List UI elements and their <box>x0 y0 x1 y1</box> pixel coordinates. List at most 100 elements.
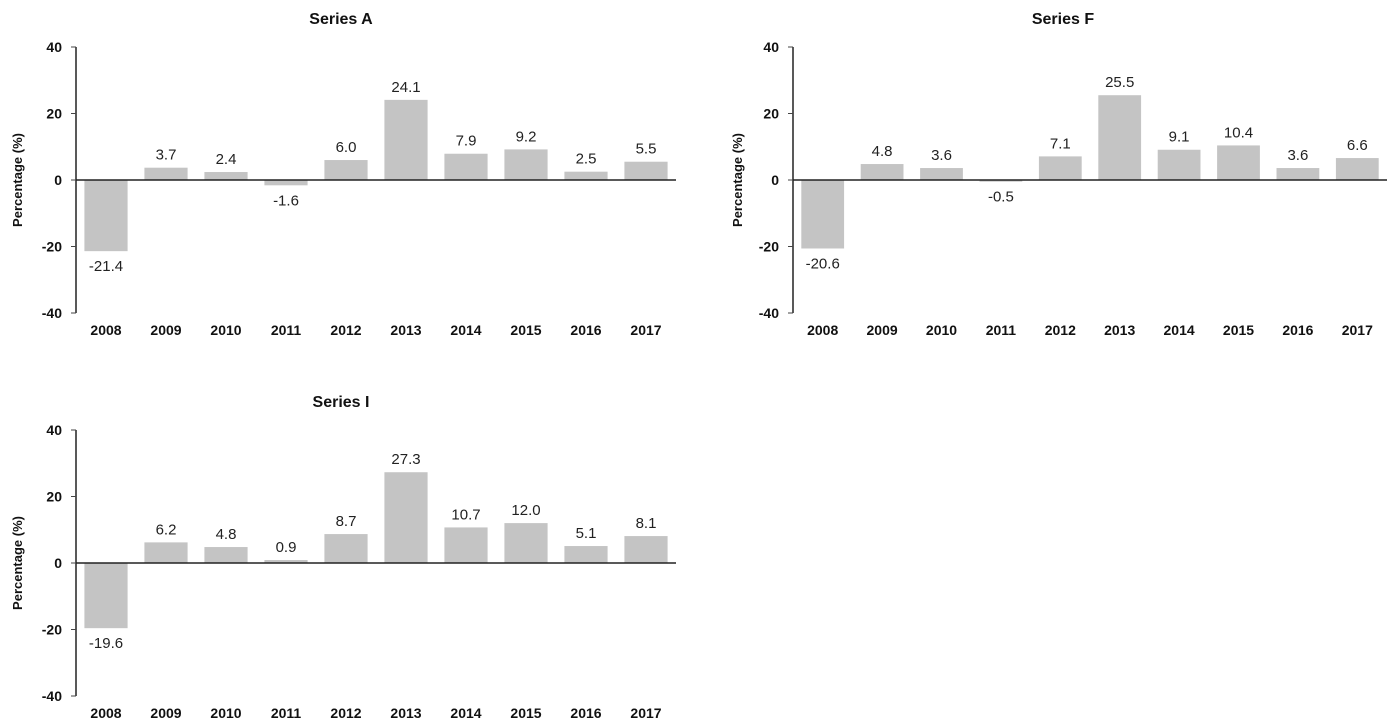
y-tick-label: -40 <box>42 305 62 321</box>
data-label: 3.6 <box>931 147 952 164</box>
bar-2012 <box>1038 156 1082 180</box>
x-tick-label: 2008 <box>807 322 838 338</box>
data-label: 6.0 <box>336 139 357 156</box>
chart-title: Series I <box>313 394 370 411</box>
x-tick-label: 2016 <box>570 705 601 721</box>
x-tick-label: 2013 <box>390 705 421 721</box>
data-label: 9.1 <box>1169 129 1190 146</box>
y-axis-label: Percentage (%) <box>10 516 25 610</box>
bar-2015 <box>504 523 548 563</box>
x-tick-label: 2016 <box>570 322 601 338</box>
data-label: -1.6 <box>273 192 299 209</box>
data-label: 4.8 <box>216 526 237 543</box>
x-tick-label: 2013 <box>390 322 421 338</box>
bar-2016 <box>564 171 608 180</box>
bar-2011 <box>264 560 308 563</box>
bar-2010 <box>204 547 248 563</box>
y-tick-label: -20 <box>42 239 62 255</box>
x-tick-label: 2011 <box>986 322 1017 338</box>
bar-2013 <box>1098 95 1142 180</box>
chart-title: Series A <box>309 11 373 28</box>
bar-2016 <box>564 546 608 563</box>
bar-2012 <box>324 160 368 180</box>
bar-2013 <box>384 99 428 180</box>
data-label: 6.2 <box>156 521 177 538</box>
y-tick-label: 0 <box>54 172 62 188</box>
bar-2017 <box>624 161 668 180</box>
x-tick-label: 2011 <box>271 322 302 338</box>
chart-title: Series F <box>1032 11 1094 28</box>
bar-2016 <box>1276 168 1320 180</box>
x-tick-label: 2012 <box>330 322 361 338</box>
bar-2017 <box>1335 158 1379 180</box>
bar-2010 <box>920 168 963 180</box>
data-label: 7.1 <box>1050 135 1071 152</box>
bar-2017 <box>624 536 668 563</box>
y-tick-label: -20 <box>759 239 779 255</box>
x-tick-label: 2017 <box>630 705 661 721</box>
bar-2011 <box>264 180 308 186</box>
x-tick-label: 2015 <box>510 705 541 721</box>
data-label: 3.7 <box>156 147 177 164</box>
bar-2008 <box>801 180 845 249</box>
data-label: 8.7 <box>336 513 357 530</box>
data-label: 27.3 <box>391 451 420 468</box>
data-label: -21.4 <box>89 258 123 275</box>
x-tick-label: 2010 <box>926 322 957 338</box>
x-tick-label: 2008 <box>90 705 121 721</box>
y-tick-label: 0 <box>54 555 62 571</box>
x-tick-label: 2009 <box>867 322 898 338</box>
x-tick-label: 2017 <box>1342 322 1373 338</box>
y-tick-label: -40 <box>42 688 62 704</box>
data-label: -20.6 <box>806 255 840 272</box>
y-axis-label: Percentage (%) <box>730 133 745 227</box>
bar-2008 <box>84 180 128 252</box>
data-label: 6.6 <box>1347 137 1368 154</box>
bar-2015 <box>504 149 548 180</box>
data-label: 10.4 <box>1224 124 1253 141</box>
x-tick-label: 2013 <box>1104 322 1135 338</box>
y-tick-label: 40 <box>763 39 779 55</box>
data-label: 9.2 <box>516 128 537 145</box>
chart-panel-3: Series I Percentage (%) 40 20 0 -20 -40 -19.6 20… <box>10 394 676 721</box>
data-label: 2.5 <box>576 151 597 168</box>
x-tick-label: 2015 <box>510 322 541 338</box>
data-label: 25.5 <box>1105 74 1134 91</box>
y-tick-label: 0 <box>771 172 779 188</box>
x-tick-label: 2008 <box>90 322 121 338</box>
bar-2013 <box>384 472 428 563</box>
data-label: 7.9 <box>456 133 477 150</box>
bar-2009 <box>860 164 904 180</box>
x-tick-label: 2015 <box>1223 322 1254 338</box>
x-tick-label: 2012 <box>1045 322 1076 338</box>
x-tick-label: 2017 <box>630 322 661 338</box>
x-tick-label: 2009 <box>150 322 181 338</box>
data-label: 8.1 <box>636 515 657 532</box>
data-label: 0.9 <box>276 539 297 556</box>
y-tick-label: 20 <box>763 106 779 122</box>
data-label: 5.5 <box>636 141 657 158</box>
x-tick-label: 2009 <box>150 705 181 721</box>
x-tick-label: 2010 <box>210 705 241 721</box>
bar-2014 <box>1157 149 1201 180</box>
y-tick-label: -20 <box>42 622 62 638</box>
x-tick-label: 2011 <box>271 705 302 721</box>
bar-2009 <box>144 542 188 563</box>
bar-2009 <box>144 167 188 180</box>
x-tick-label: 2014 <box>1164 322 1195 338</box>
data-label: -19.6 <box>89 635 123 652</box>
bar-2015 <box>1217 145 1260 180</box>
data-label: 3.6 <box>1287 147 1308 164</box>
chart-panel-1: Series A Percentage (%) 40 20 0 -20 -40 -21.4 20… <box>10 11 676 338</box>
bar-2011 <box>979 180 1023 182</box>
data-label: 4.8 <box>872 143 893 160</box>
chart-panel-2: Series F Percentage (%) 40 20 0 -20 -40 -20.6 20… <box>730 11 1387 338</box>
y-tick-label: -40 <box>759 305 779 321</box>
x-tick-label: 2010 <box>210 322 241 338</box>
y-tick-label: 20 <box>46 106 62 122</box>
bar-2014 <box>444 153 488 180</box>
y-axis-label: Percentage (%) <box>10 133 25 227</box>
data-label: -0.5 <box>988 189 1014 206</box>
y-tick-label: 40 <box>46 39 62 55</box>
bar-2014 <box>444 527 488 563</box>
